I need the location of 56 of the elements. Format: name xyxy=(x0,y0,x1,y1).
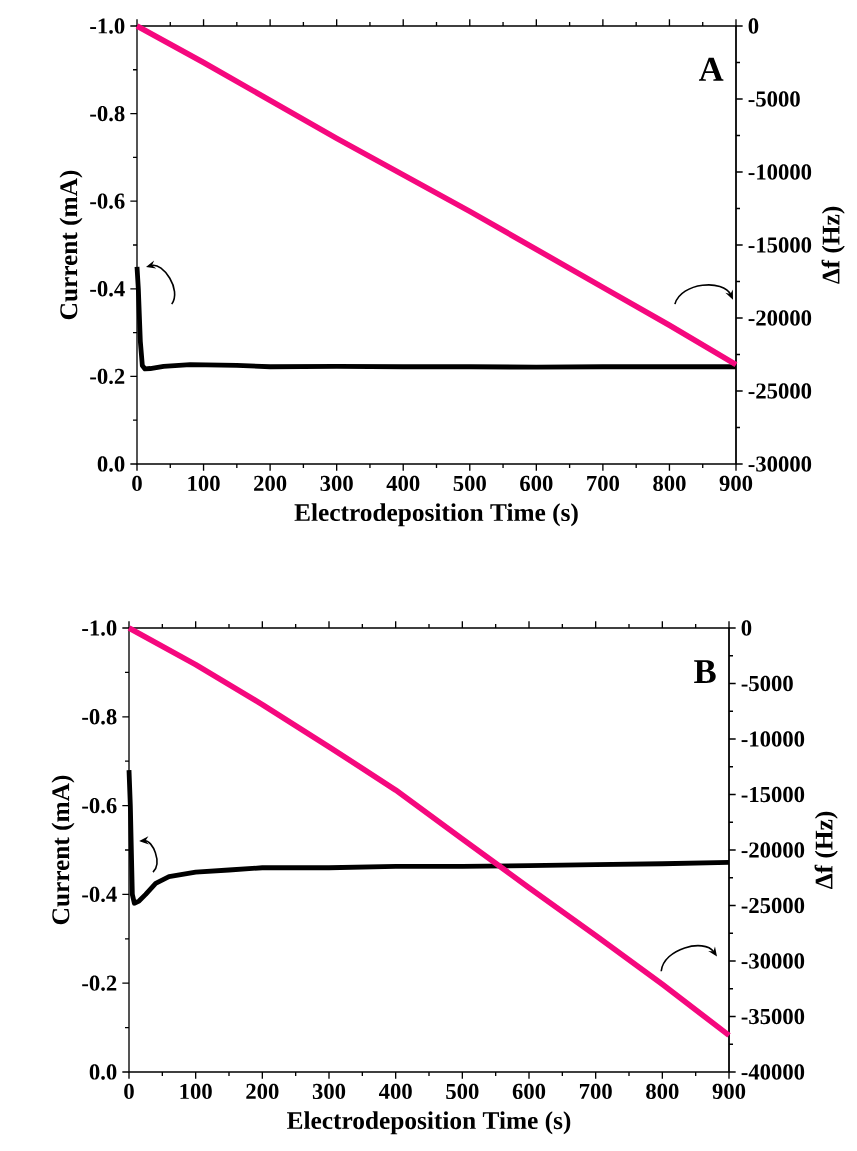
y2-tick-label: -5000 xyxy=(748,91,800,107)
x-tick-label: 400 xyxy=(378,1083,412,1100)
y-tick-label: -0.6 xyxy=(90,193,125,209)
x-axis-title: Electrodeposition Time (s) xyxy=(294,503,578,527)
x-tick-label: 0 xyxy=(124,1083,134,1100)
y2-tick-label: -15000 xyxy=(741,786,805,803)
y-tick-label: -0.8 xyxy=(90,105,125,122)
y-tick-label: 0.0 xyxy=(97,456,125,472)
x-axis-title: Electrodeposition Time (s) xyxy=(287,1111,571,1135)
y-tick-label: -0.4 xyxy=(82,886,117,903)
x-tick-label: 900 xyxy=(719,475,753,492)
x-tick-label: 800 xyxy=(653,475,686,492)
y-tick-label: -0.8 xyxy=(82,709,117,725)
x-tick-label: 200 xyxy=(254,475,287,492)
y2-tick-label: 0 xyxy=(748,18,759,34)
annotation: B xyxy=(694,660,716,683)
x-tick-label: 200 xyxy=(246,1083,279,1100)
x-tick-label: 500 xyxy=(446,1083,479,1100)
y-tick-label: -0.6 xyxy=(82,797,117,814)
annotation: A xyxy=(698,57,724,81)
y-tick-label: -1.0 xyxy=(90,18,125,34)
y2-tick-label: -30000 xyxy=(748,456,812,472)
y2-tick-label: -15000 xyxy=(748,237,812,253)
y2-tick-label: -35000 xyxy=(741,1008,805,1025)
x-tick-label: 700 xyxy=(587,475,620,492)
y-tick-label: 0.0 xyxy=(89,1064,117,1080)
y-axis-title: Current (mA) xyxy=(51,775,75,925)
y2-tick-label: -20000 xyxy=(748,310,812,326)
x-tick-label: 300 xyxy=(312,1083,346,1100)
y-tick-label: -0.4 xyxy=(90,281,125,297)
y-tick-label: -0.2 xyxy=(82,975,117,991)
x-tick-label: 700 xyxy=(579,1083,612,1100)
y2-tick-label: -5000 xyxy=(741,675,793,692)
x-tick-label: 100 xyxy=(180,1083,212,1100)
x-tick-label: 0 xyxy=(132,475,142,492)
y2-tick-label: 0 xyxy=(741,620,752,636)
y2-tick-label: -25000 xyxy=(741,897,805,914)
y-axis-title: Current (mA) xyxy=(59,170,83,320)
y-tick-label: -1.0 xyxy=(82,620,117,636)
y2-tick-label: -25000 xyxy=(748,383,812,399)
x-tick-label: 100 xyxy=(188,475,220,492)
y2-axis-title: Δf (Hz) xyxy=(821,206,845,284)
y-tick-label: -0.2 xyxy=(90,368,125,385)
y2-tick-label: -30000 xyxy=(741,953,805,969)
y2-tick-label: -40000 xyxy=(741,1064,805,1080)
x-tick-label: 500 xyxy=(453,475,486,492)
x-tick-label: 900 xyxy=(712,1083,746,1100)
x-tick-label: 400 xyxy=(386,475,420,492)
y2-tick-label: -10000 xyxy=(741,731,805,747)
y2-axis-title: Δf (Hz) xyxy=(814,811,838,889)
y2-tick-label: -20000 xyxy=(741,842,805,858)
x-tick-label: 600 xyxy=(520,475,553,492)
x-tick-label: 300 xyxy=(320,475,353,492)
x-tick-label: 800 xyxy=(646,1083,679,1100)
y2-tick-label: -10000 xyxy=(748,164,812,180)
x-tick-label: 600 xyxy=(512,1083,546,1100)
